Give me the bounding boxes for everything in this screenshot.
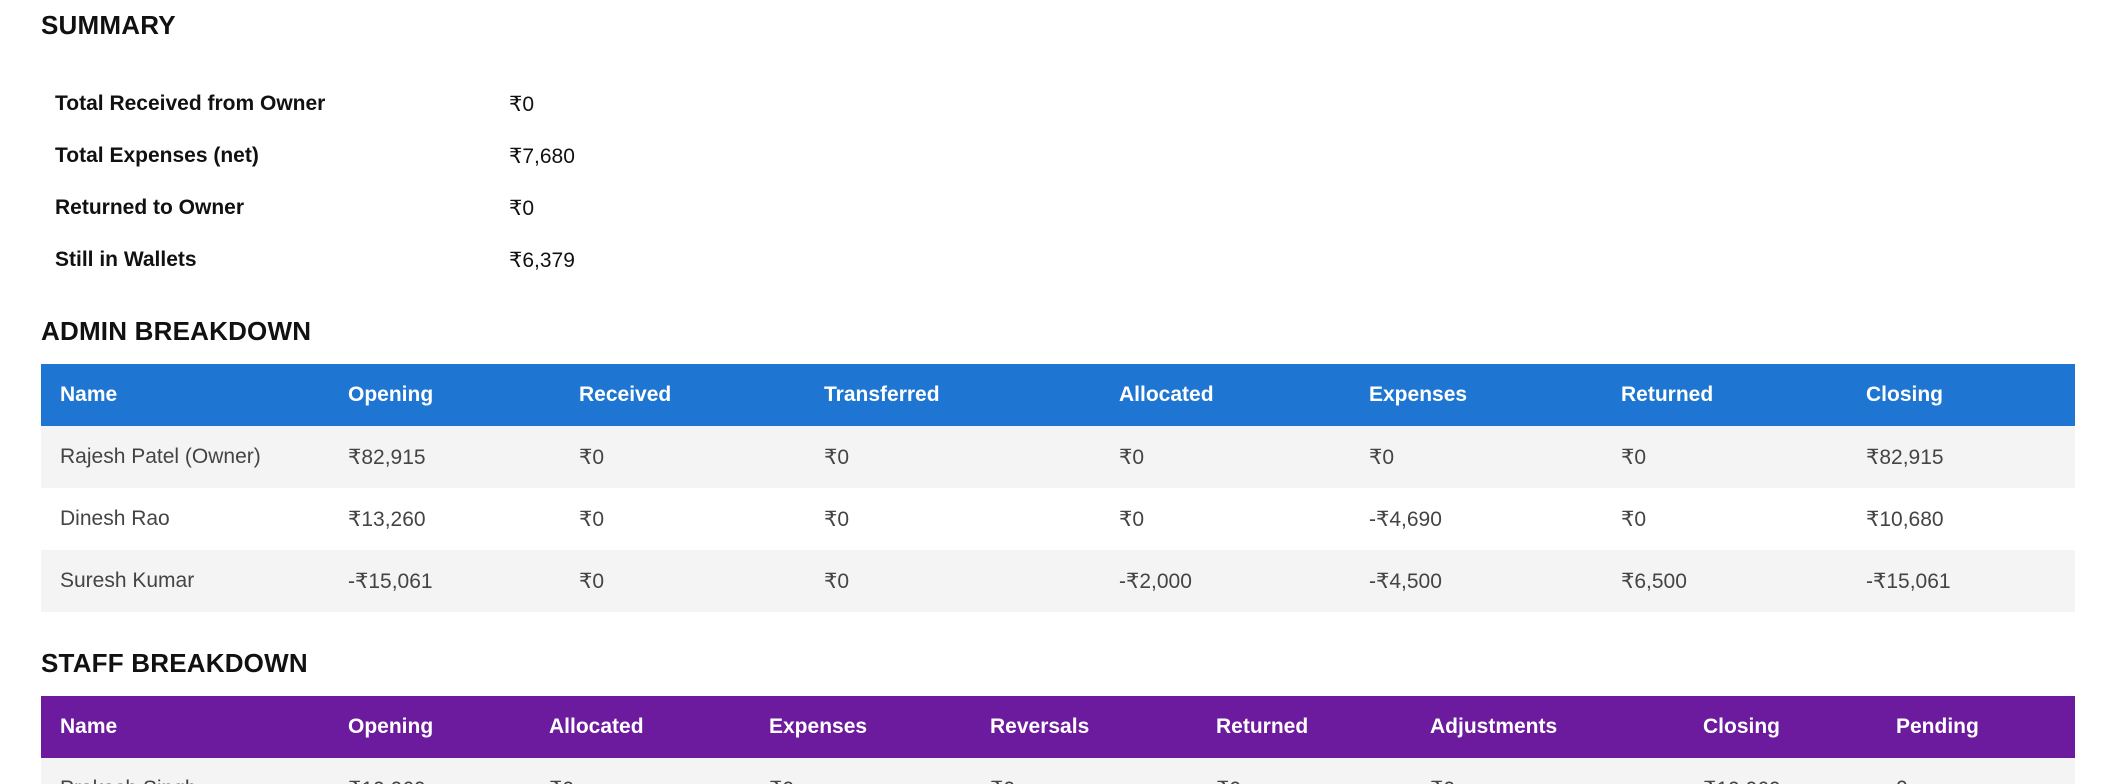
admin-transferred-cell: ₹0 [824, 445, 850, 469]
column-header-received: Received [579, 383, 672, 406]
staff-returned-cell: ₹0 [1197, 758, 1411, 784]
column-header-opening: Opening [348, 383, 434, 406]
summary-label: Still in Wallets [55, 248, 197, 271]
staff-allocated-cell: ₹0 [530, 758, 750, 784]
staff-header-row: Name Opening Allocated Expenses Reversal… [41, 696, 2075, 758]
admin-closing-cell: ₹10,680 [1866, 507, 1944, 531]
table-row: Dinesh Rao ₹13,260 ₹0 ₹0 ₹0 -₹4,690 ₹0 ₹… [41, 488, 2075, 550]
staff-closing-cell: ₹10,060 [1684, 758, 1877, 784]
table-row: Suresh Kumar -₹15,061 ₹0 ₹0 -₹2,000 -₹4,… [41, 550, 2075, 612]
admin-expenses-cell: -₹4,690 [1369, 507, 1442, 531]
admin-allocated-cell: -₹2,000 [1119, 569, 1192, 593]
summary-heading: SUMMARY [41, 10, 176, 40]
column-header-closing: Closing [1866, 383, 1943, 406]
admin-allocated-cell: ₹0 [1119, 507, 1145, 531]
summary-table: Total Received from Owner ₹0 Total Expen… [55, 78, 575, 286]
summary-row: Total Received from Owner ₹0 [55, 78, 575, 130]
summary-value: ₹6,379 [509, 248, 575, 272]
staff-adjustments-cell: ₹0 [1411, 758, 1684, 784]
admin-returned-cell: ₹6,500 [1621, 569, 1687, 593]
summary-row: Returned to Owner ₹0 [55, 182, 575, 234]
admin-received-cell: ₹0 [579, 507, 605, 531]
admin-name-cell: Dinesh Rao [60, 507, 170, 530]
summary-label: Total Expenses (net) [55, 144, 259, 167]
admin-opening-cell: -₹15,061 [348, 569, 433, 593]
summary-row: Total Expenses (net) ₹7,680 [55, 130, 575, 182]
column-header-opening: Opening [348, 715, 434, 738]
admin-name-cell: Suresh Kumar [60, 569, 195, 592]
admin-opening-cell: ₹13,260 [348, 507, 426, 531]
staff-name-cell: Prakash Singh [41, 758, 329, 784]
column-header-reversals: Reversals [990, 715, 1090, 738]
admin-expenses-cell: -₹4,500 [1369, 569, 1442, 593]
summary-label: Returned to Owner [55, 196, 245, 219]
staff-breakdown-heading: STAFF BREAKDOWN [41, 648, 308, 678]
admin-closing-cell: -₹15,061 [1866, 569, 1951, 593]
column-header-returned: Returned [1621, 383, 1714, 406]
admin-expenses-cell: ₹0 [1369, 445, 1395, 469]
staff-expenses-cell: ₹0 [750, 758, 971, 784]
table-row: Prakash Singh ₹10,060 ₹0 ₹0 ₹0 ₹0 ₹0 ₹10… [41, 758, 2075, 784]
admin-header-row: Name Opening Received Transferred Alloca… [41, 364, 2075, 426]
summary-row: Still in Wallets ₹6,379 [55, 234, 575, 286]
admin-returned-cell: ₹0 [1621, 507, 1647, 531]
column-header-expenses: Expenses [1369, 383, 1468, 406]
admin-transferred-cell: ₹0 [824, 507, 850, 531]
admin-closing-cell: ₹82,915 [1866, 445, 1944, 469]
summary-value: ₹0 [509, 92, 535, 116]
admin-allocated-cell: ₹0 [1119, 445, 1145, 469]
staff-reversals-cell: ₹0 [971, 758, 1197, 784]
column-header-name: Name [60, 383, 118, 406]
column-header-adjustments: Adjustments [1430, 715, 1558, 738]
admin-opening-cell: ₹82,915 [348, 445, 426, 469]
column-header-pending: Pending [1896, 715, 1979, 738]
summary-value: ₹0 [509, 196, 535, 220]
staff-opening-cell: ₹10,060 [329, 758, 530, 784]
column-header-returned: Returned [1216, 715, 1309, 738]
column-header-allocated: Allocated [1119, 383, 1214, 406]
column-header-expenses: Expenses [769, 715, 868, 738]
admin-returned-cell: ₹0 [1621, 445, 1647, 469]
admin-received-cell: ₹0 [579, 569, 605, 593]
column-header-closing: Closing [1703, 715, 1780, 738]
column-header-transferred: Transferred [824, 383, 940, 406]
admin-breakdown-heading: ADMIN BREAKDOWN [41, 316, 312, 346]
admin-breakdown-table: Name Opening Received Transferred Alloca… [41, 364, 2075, 612]
table-row: Rajesh Patel (Owner) ₹82,915 ₹0 ₹0 ₹0 ₹0… [41, 426, 2075, 488]
admin-name-cell: Rajesh Patel (Owner) [60, 445, 261, 468]
column-header-allocated: Allocated [549, 715, 644, 738]
admin-received-cell: ₹0 [579, 445, 605, 469]
summary-label: Total Received from Owner [55, 92, 326, 115]
column-header-name: Name [60, 715, 118, 738]
staff-pending-cell: 0 [1877, 758, 2075, 784]
summary-value: ₹7,680 [509, 144, 575, 168]
admin-transferred-cell: ₹0 [824, 569, 850, 593]
staff-breakdown-table: Name Opening Allocated Expenses Reversal… [41, 696, 2075, 784]
